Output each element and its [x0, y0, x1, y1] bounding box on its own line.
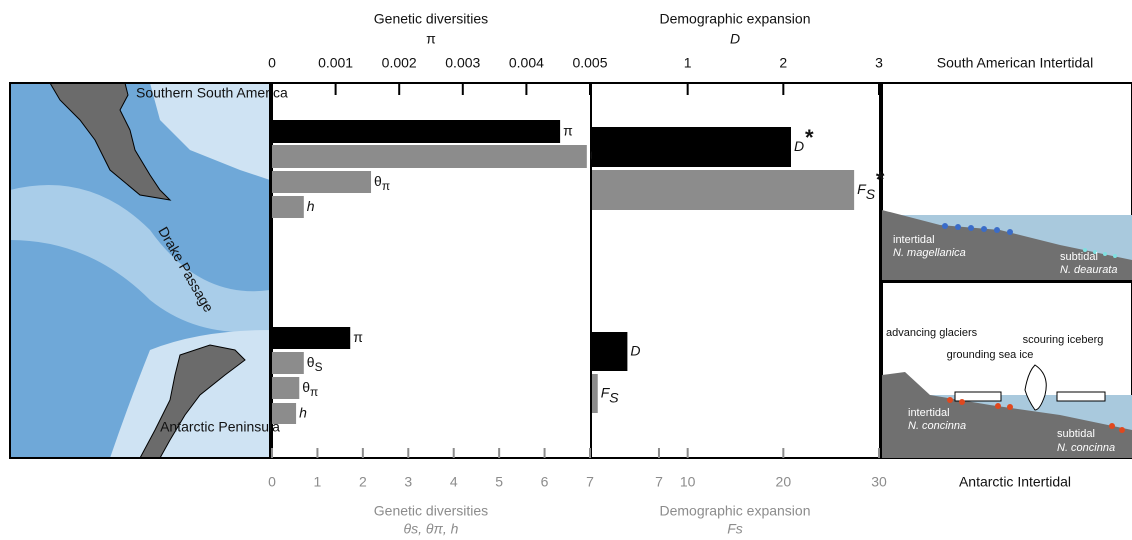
bar-label-symbol: F: [601, 384, 611, 400]
x-tick-label: 1: [314, 474, 322, 490]
axis-symbol: π: [426, 31, 436, 47]
axis-symbol: θs, θπ, h: [404, 521, 459, 537]
bar: [272, 171, 372, 193]
diagram-label: grounding sea ice: [947, 349, 1034, 361]
x-tick-label: 3: [404, 474, 412, 490]
diagram-label: subtidal: [1060, 251, 1098, 263]
diagram-label: N. deaurata: [1060, 264, 1117, 276]
x-tick-label: 1: [684, 55, 692, 71]
diagram-label: N. magellanica: [893, 247, 966, 259]
bar-label: D*: [794, 125, 814, 154]
bar-label-symbol: D: [630, 342, 640, 358]
x-tick-label: 7: [586, 474, 594, 490]
x-tick-label: 2: [779, 55, 787, 71]
x-tick-label: 7: [655, 474, 663, 490]
axis-symbol: D: [730, 31, 740, 47]
diagram-label: N. concinna: [908, 420, 966, 432]
bar: [592, 374, 598, 413]
axis-title: Demographic expansion: [660, 11, 811, 27]
bar-label: θπ: [302, 379, 318, 399]
bar-label-symbol: h: [307, 198, 315, 214]
x-tick-label: 4: [450, 474, 458, 490]
bar-label-subscript: π: [382, 179, 390, 193]
bar-label-symbol: π: [353, 329, 363, 345]
x-tick-label: 0: [268, 55, 276, 71]
bar-label-significance: *: [875, 167, 885, 192]
bar: [272, 377, 300, 399]
bar: [272, 327, 351, 349]
bar: [272, 120, 561, 143]
bar-label: D: [630, 342, 640, 358]
bar-label-significance: *: [804, 125, 814, 150]
bar-label-symbol: F: [857, 181, 867, 197]
bar-label: θπ: [374, 173, 390, 193]
map: Southern South America Drake Passage Ant…: [9, 82, 288, 459]
x-tick-label: 0.005: [572, 55, 607, 71]
bar-label-symbol: D: [794, 138, 804, 154]
x-tick-label: 0: [268, 474, 276, 490]
bar-label: π: [353, 329, 363, 345]
bar: [272, 196, 304, 218]
diagram-label: N. concinna: [1057, 442, 1115, 454]
axis-title: Genetic diversities: [374, 503, 488, 519]
bar: [272, 145, 587, 168]
diagram-label: subtidal: [1057, 428, 1095, 440]
group-title: South American Intertidal: [937, 55, 1093, 71]
bar-label-symbol: θ: [307, 354, 315, 370]
x-tick-label: 0.003: [445, 55, 480, 71]
diagram-label: intertidal: [908, 407, 950, 419]
map-label: Antarctic Peninsula: [160, 419, 280, 435]
x-tick-label: 20: [776, 474, 792, 490]
x-tick-label: 2: [359, 474, 367, 490]
x-tick-label: 3: [875, 55, 883, 71]
bar: [592, 127, 791, 167]
bar-label-subscript: S: [866, 186, 876, 202]
bar-label-symbol: θ: [302, 379, 310, 395]
x-tick-label: 0.002: [382, 55, 417, 71]
bar-label: θS: [307, 354, 323, 374]
bar-label-symbol: h: [299, 404, 307, 420]
diagram-top: intertidal N. magellanica subtidal N. de…: [881, 82, 1132, 281]
axis-title: Genetic diversities: [374, 11, 488, 27]
x-tick-label: 6: [541, 474, 549, 490]
axis-symbol: Fs: [727, 521, 743, 537]
x-tick-label: 5: [495, 474, 503, 490]
x-tick-label: 0.004: [509, 55, 544, 71]
bar-label: h: [299, 404, 307, 420]
group-title: Antarctic Intertidal: [959, 474, 1071, 490]
bar-label-subscript: π: [310, 385, 318, 399]
diagram-label: intertidal: [893, 234, 935, 246]
panel-frame: [590, 82, 881, 459]
diagram-label: scouring iceberg: [1023, 334, 1104, 346]
x-tick-label: 30: [871, 474, 887, 490]
bar: [272, 403, 297, 424]
bar: [592, 332, 628, 371]
diagram-label: advancing glaciers: [886, 327, 978, 339]
bar-label-subscript: S: [315, 360, 323, 374]
bar-label: π: [563, 122, 573, 138]
bar-label: h: [307, 198, 315, 214]
x-tick-label: 0.001: [318, 55, 353, 71]
bar-label-symbol: θ: [374, 173, 382, 189]
bar-label-symbol: π: [563, 122, 573, 138]
bar: [592, 170, 855, 210]
bar-label: FS*: [857, 167, 885, 202]
diagram-bottom: advancing glaciers grounding sea ice sco…: [881, 281, 1132, 459]
bar-label: FS: [601, 384, 620, 405]
axis-title: Demographic expansion: [660, 503, 811, 519]
x-tick-label: 10: [680, 474, 696, 490]
bar-label-subscript: S: [609, 389, 619, 405]
bar: [272, 352, 304, 374]
map-label: Southern South America: [136, 85, 288, 101]
